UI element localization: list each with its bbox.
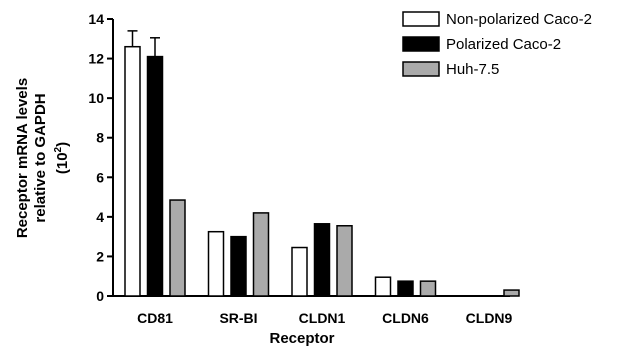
- x-tick-label-cd81: CD81: [137, 310, 173, 326]
- legend-swatch-3: [402, 61, 440, 77]
- bar-cd81-series-2: [146, 55, 164, 297]
- y-axis-title-line-1: Receptor mRNA levels: [14, 78, 31, 238]
- x-tick-label-cldn6: CLDN6: [382, 310, 429, 326]
- bar-sr-bi-series-2: [230, 235, 247, 297]
- y-axis-unit: (102): [53, 142, 71, 174]
- bar-sr-bi-series-1: [207, 230, 225, 297]
- legend: Non-polarized Caco-2 Polarized Caco-2 Huh-…: [402, 11, 592, 78]
- y-tick-label: 4: [96, 209, 104, 225]
- x-tick-label-cldn1: CLDN1: [299, 310, 346, 326]
- y-tick-label: 10: [88, 90, 104, 106]
- legend-swatch-2: [402, 36, 440, 52]
- bar-cldn1-series-1: [291, 246, 308, 297]
- bar-cldn1-series-2: [313, 223, 331, 297]
- legend-label-2: Polarized Caco-2: [446, 36, 561, 53]
- y-tick-label: 8: [96, 130, 104, 146]
- bar-sr-bi-series-3: [252, 212, 270, 297]
- x-tick-labels: CD81 SR-BI CLDN1 CLDN6 CLDN9: [137, 310, 512, 326]
- y-tick-label: 0: [96, 288, 104, 304]
- bar-cldn6-series-2: [397, 280, 414, 297]
- bar-cd81-series-1: [124, 45, 141, 297]
- bar-cldn9-series-3: [503, 289, 520, 297]
- y-tick-label: 6: [96, 169, 104, 185]
- error-bars: [127, 30, 160, 57]
- bar-cldn6-series-1: [374, 276, 392, 297]
- bar-cldn1-series-3: [336, 225, 353, 297]
- legend-label-3: Huh-7.5: [446, 61, 499, 78]
- y-tick-label: 14: [88, 11, 104, 27]
- y-axis: 0 2 4 6 8 10 12 14: [88, 11, 114, 304]
- y-axis-unit-base: (10: [54, 152, 71, 174]
- y-tick-label: 12: [88, 51, 104, 67]
- bar-cd81-series-3: [169, 199, 186, 297]
- legend-swatch-1: [402, 11, 440, 27]
- y-axis-title: Receptor mRNA levels relative to GAPDH (…: [14, 78, 71, 238]
- x-tick-label-sr-bi: SR-BI: [219, 310, 257, 326]
- bar-cldn6-series-3: [419, 280, 437, 297]
- y-axis-title-line-2: relative to GAPDH: [32, 93, 49, 222]
- y-axis-unit-exponent: 2: [53, 146, 64, 152]
- legend-label-1: Non-polarized Caco-2: [446, 11, 592, 28]
- x-axis-title: Receptor: [269, 330, 334, 347]
- bars: [124, 45, 520, 297]
- x-tick-label-cldn9: CLDN9: [466, 310, 513, 326]
- y-tick-label: 2: [96, 248, 104, 264]
- y-axis-unit-close: ): [54, 142, 71, 147]
